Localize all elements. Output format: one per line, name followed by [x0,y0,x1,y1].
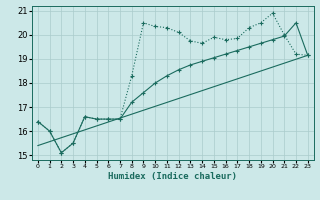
X-axis label: Humidex (Indice chaleur): Humidex (Indice chaleur) [108,172,237,181]
